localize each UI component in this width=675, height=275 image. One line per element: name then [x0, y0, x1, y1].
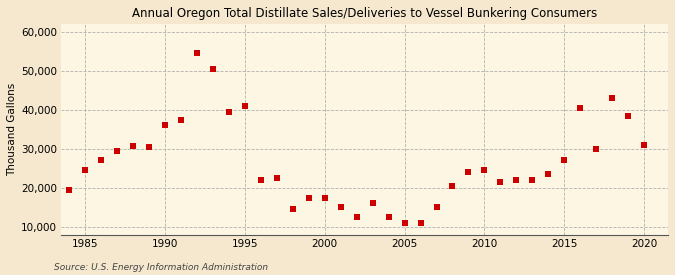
- Point: [447, 184, 458, 188]
- Point: [383, 215, 394, 219]
- Point: [511, 178, 522, 182]
- Point: [543, 172, 554, 176]
- Point: [399, 221, 410, 225]
- Point: [575, 106, 586, 110]
- Point: [208, 67, 219, 71]
- Point: [176, 117, 186, 122]
- Point: [623, 113, 634, 118]
- Point: [64, 188, 75, 192]
- Point: [112, 148, 123, 153]
- Point: [255, 178, 266, 182]
- Point: [192, 51, 202, 55]
- Point: [96, 158, 107, 163]
- Point: [240, 104, 250, 108]
- Point: [639, 143, 649, 147]
- Point: [463, 170, 474, 174]
- Point: [335, 205, 346, 210]
- Point: [527, 178, 538, 182]
- Point: [144, 145, 155, 149]
- Point: [288, 207, 298, 211]
- Point: [271, 176, 282, 180]
- Point: [479, 168, 490, 172]
- Point: [591, 147, 601, 151]
- Point: [431, 205, 442, 210]
- Point: [319, 195, 330, 200]
- Text: Source: U.S. Energy Information Administration: Source: U.S. Energy Information Administ…: [54, 263, 268, 272]
- Title: Annual Oregon Total Distillate Sales/Deliveries to Vessel Bunkering Consumers: Annual Oregon Total Distillate Sales/Del…: [132, 7, 597, 20]
- Point: [415, 221, 426, 225]
- Point: [367, 201, 378, 206]
- Point: [128, 144, 138, 148]
- Point: [303, 195, 314, 200]
- Y-axis label: Thousand Gallons: Thousand Gallons: [7, 83, 17, 176]
- Point: [607, 96, 618, 100]
- Point: [351, 215, 362, 219]
- Point: [495, 180, 506, 184]
- Point: [160, 123, 171, 128]
- Point: [223, 109, 234, 114]
- Point: [559, 158, 570, 163]
- Point: [80, 168, 90, 172]
